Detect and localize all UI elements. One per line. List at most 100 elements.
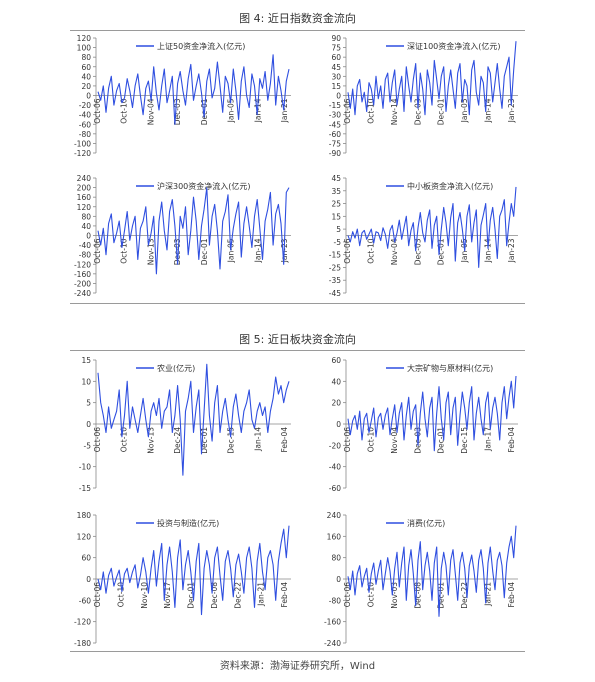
y-tick-label: -80: [79, 130, 91, 139]
y-tick-label: 0: [86, 420, 91, 429]
x-tick-label: Jan-14: [484, 98, 493, 123]
x-tick-label: Oct-06: [93, 582, 102, 607]
y-tick-label: 80: [331, 554, 341, 563]
y-tick-label: 45: [331, 174, 341, 183]
y-tick-label: -160: [74, 270, 91, 279]
x-tick-label: Jan-21: [280, 98, 289, 123]
y-tick-label: 60: [81, 554, 91, 563]
x-tick-label: Nov-13: [146, 238, 155, 265]
y-tick-label: -240: [74, 289, 91, 298]
y-tick-label: 40: [81, 222, 91, 231]
x-tick-label: Dec-01: [437, 98, 446, 125]
x-tick-label: Feb-04: [507, 582, 516, 608]
y-tick-label: 60: [81, 63, 91, 72]
y-tick-label: -20: [329, 441, 341, 450]
y-tick-label: -30: [329, 111, 341, 120]
y-tick-label: -60: [79, 596, 91, 605]
y-tick-label: 100: [77, 44, 92, 53]
y-tick-label: 160: [77, 193, 92, 202]
x-tick-label: Jan-05: [460, 98, 469, 123]
x-tick-label: Nov-14: [390, 98, 399, 125]
figure-4-bottom-rule: [70, 303, 525, 304]
figure-5-bottom-rule: [70, 651, 525, 652]
y-tick-label: 15: [331, 82, 341, 91]
x-tick-label: Dec-01: [200, 427, 209, 454]
x-tick-label: Feb-04: [280, 427, 289, 453]
y-tick-label: -35: [329, 276, 341, 285]
figure-5-title: 图 5: 近日板块资金流向: [239, 333, 356, 346]
y-tick-label: 15: [331, 212, 341, 221]
x-tick-label: Oct-10: [366, 98, 375, 123]
y-tick-label: -40: [79, 111, 91, 120]
y-tick-label: 160: [327, 532, 342, 541]
x-tick-label: Nov-17: [163, 582, 172, 609]
x-tick-label: Nov-04: [390, 238, 399, 265]
y-tick-label: -45: [329, 289, 341, 298]
legend-label: 沪深300资金净流入(亿元): [157, 181, 251, 191]
y-tick-label: 240: [327, 511, 342, 520]
figure-4-title: 图 4: 近日指数资金流向: [239, 12, 356, 25]
y-tick-label: 80: [81, 212, 91, 221]
x-tick-label: Nov-04: [146, 98, 155, 125]
x-tick-label: Oct-06: [93, 427, 102, 452]
x-tick-label: Dec-03: [413, 98, 422, 125]
y-tick-label: 20: [81, 82, 91, 91]
y-tick-label: 80: [81, 53, 91, 62]
x-tick-label: Jan-21: [484, 582, 493, 607]
y-tick-label: 120: [77, 34, 92, 43]
y-tick-label: 30: [331, 72, 341, 81]
figure-5-top-rule: [70, 350, 525, 351]
figure-4-top-rule: [70, 30, 525, 31]
y-tick-label: 0: [86, 232, 91, 241]
y-tick-label: 5: [86, 399, 91, 408]
x-tick-label: Dec-01: [187, 582, 196, 609]
legend-label: 深证100资金净流入(亿元): [407, 41, 501, 51]
y-tick-label: -40: [329, 463, 341, 472]
x-tick-label: Feb-04: [507, 427, 516, 453]
y-tick-label: 40: [81, 72, 91, 81]
y-tick-label: 0: [336, 420, 341, 429]
y-tick-label: 180: [77, 511, 92, 520]
x-tick-label: Jan-21: [257, 582, 266, 607]
source-note: 资料来源：渤海证券研究所，Wind: [219, 661, 376, 672]
x-tick-label: Nov-10: [140, 582, 149, 609]
y-tick-label: 240: [77, 174, 92, 183]
y-tick-label: -160: [324, 618, 341, 627]
x-tick-label: Nov-04: [390, 427, 399, 454]
y-tick-label: 45: [331, 63, 341, 72]
x-tick-label: Dec-22: [460, 582, 469, 609]
x-tick-label: Dec-15: [227, 427, 236, 454]
y-tick-label: 10: [81, 377, 91, 386]
y-tick-label: -45: [329, 120, 341, 129]
x-tick-label: Jan-14: [253, 427, 262, 452]
y-tick-label: 120: [77, 532, 92, 541]
x-tick-label: Jan-14: [253, 238, 262, 263]
y-tick-label: -200: [74, 279, 91, 288]
x-tick-label: Nov-03: [390, 582, 399, 609]
y-tick-label: -60: [329, 130, 341, 139]
x-tick-label: Jan-05: [227, 98, 236, 123]
y-tick-label: -25: [329, 263, 341, 272]
x-tick-label: Feb-04: [280, 582, 289, 608]
x-tick-label: Oct-10: [116, 582, 125, 607]
x-tick-label: Jan-14: [484, 238, 493, 263]
series-line: [97, 54, 290, 125]
y-tick-label: -5: [84, 441, 92, 450]
x-tick-label: Dec-01: [437, 582, 446, 609]
x-tick-label: Dec-22: [233, 582, 242, 609]
y-tick-label: 15: [81, 356, 91, 365]
y-tick-label: -80: [329, 596, 341, 605]
y-tick-label: -120: [74, 149, 91, 158]
y-tick-label: 5: [336, 225, 341, 234]
legend-label: 消费(亿元): [407, 518, 445, 528]
x-tick-label: Oct-10: [366, 238, 375, 263]
y-tick-label: 0: [86, 575, 91, 584]
y-tick-label: -90: [329, 149, 341, 158]
y-tick-label: 60: [331, 53, 341, 62]
x-tick-label: Jan-23: [507, 98, 516, 123]
y-tick-label: 40: [331, 377, 341, 386]
x-tick-label: Oct-10: [120, 98, 129, 123]
y-tick-label: 0: [86, 92, 91, 101]
y-tick-label: -75: [329, 139, 341, 148]
